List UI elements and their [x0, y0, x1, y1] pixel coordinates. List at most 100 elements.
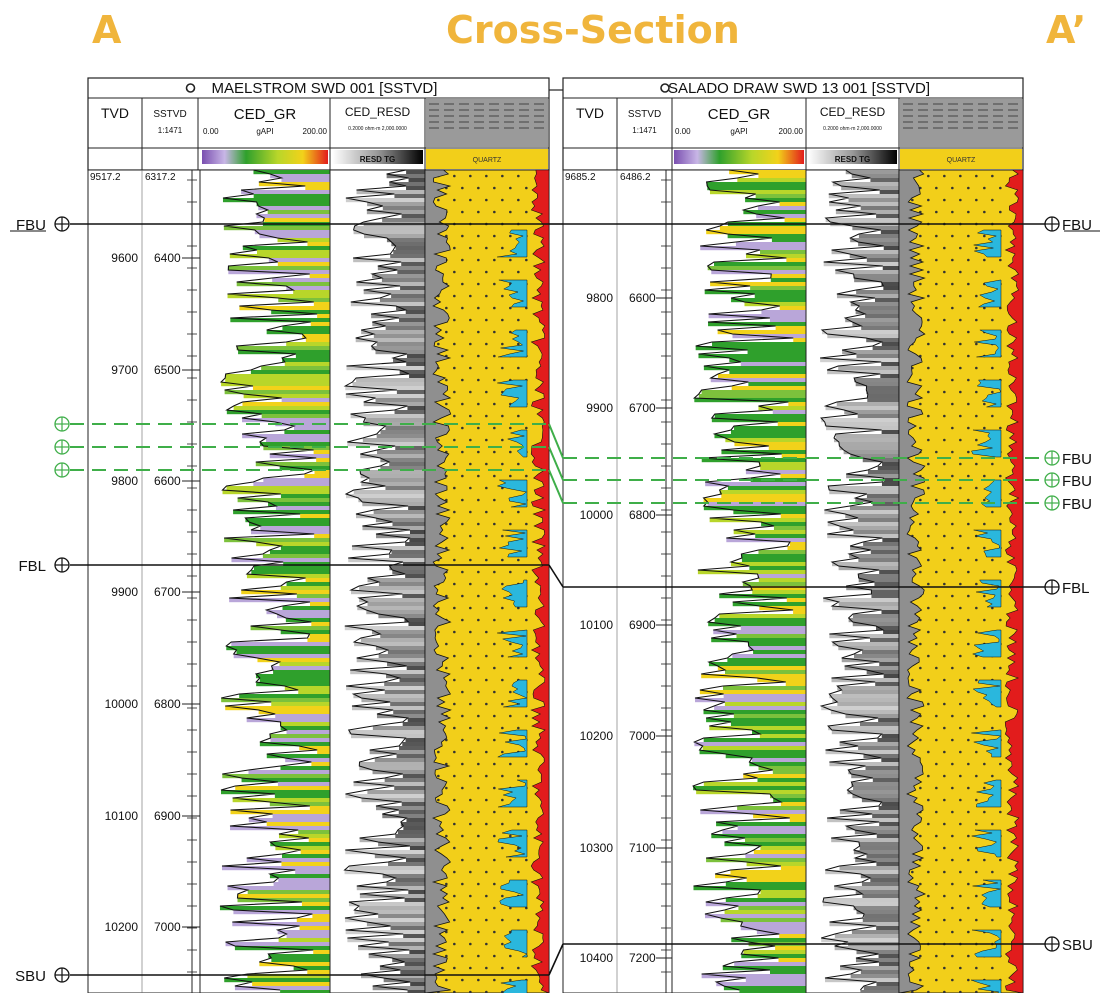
sand-dot — [991, 366, 994, 370]
sand-dot — [493, 930, 496, 934]
gr-band — [305, 578, 330, 583]
gr-band — [314, 534, 330, 539]
resd-fill — [406, 362, 425, 367]
sand-dot — [983, 666, 986, 670]
cyan-fill — [497, 629, 528, 658]
sand-dot — [485, 174, 488, 178]
gr-band — [255, 462, 330, 467]
gr-band — [703, 782, 806, 787]
resd-fill — [362, 502, 425, 507]
sand-dot — [927, 846, 930, 850]
resd-fill — [344, 870, 425, 875]
resd-fill — [371, 346, 425, 351]
sand-dot — [959, 414, 962, 418]
gr-band — [745, 978, 806, 983]
sand-dot — [525, 858, 528, 862]
sand-dot — [517, 606, 520, 610]
gr-color-scale — [674, 150, 804, 164]
resd-fill — [363, 402, 425, 407]
sand-dot — [943, 510, 946, 514]
gr-band — [749, 762, 806, 767]
gr-band — [756, 930, 806, 935]
resd-fill — [858, 746, 899, 751]
sand-dot — [919, 234, 922, 238]
resd-fill — [837, 702, 899, 707]
gr-band — [727, 486, 806, 491]
sand-dot — [927, 294, 930, 298]
cyan-fill — [971, 729, 1002, 758]
sand-dot — [525, 666, 528, 670]
gr-band — [309, 634, 330, 639]
sand-dot — [477, 882, 480, 886]
sand-dot — [485, 918, 488, 922]
sand-dot — [453, 654, 456, 658]
resd-fill — [839, 526, 899, 531]
gr-band — [246, 858, 330, 863]
resd-fill — [824, 510, 899, 515]
sand-dot — [461, 306, 464, 310]
resd-fill — [348, 730, 425, 735]
resd-fill — [390, 926, 425, 931]
sand-dot — [469, 894, 472, 898]
gr-band — [753, 850, 806, 855]
sand-dot — [935, 450, 938, 454]
marker-label-left: FBU — [16, 217, 46, 234]
sand-dot — [509, 330, 512, 334]
sand-dot — [477, 642, 480, 646]
resd-fill — [392, 522, 425, 527]
sand-dot — [485, 990, 488, 993]
gr-band — [699, 690, 806, 695]
sand-dot — [517, 366, 520, 370]
resd-fill — [825, 750, 899, 755]
resd-fill — [346, 366, 425, 371]
resd-fill — [375, 350, 425, 355]
resd-fill — [872, 814, 899, 819]
resd-fill — [838, 366, 899, 371]
sand-dot — [517, 198, 520, 202]
sand-dot — [485, 798, 488, 802]
resd-fill — [821, 706, 899, 711]
sand-dot — [437, 630, 440, 634]
depth-label-tvd: 9900 — [111, 585, 138, 599]
resd-fill — [405, 858, 425, 863]
sand-dot — [469, 750, 472, 754]
sand-dot — [445, 930, 448, 934]
resd-fill — [377, 266, 425, 271]
sand-dot — [959, 342, 962, 346]
gr-band — [733, 714, 806, 719]
sand-dot — [453, 270, 456, 274]
gr-band — [278, 878, 330, 883]
gr-band — [253, 482, 330, 487]
gr-band — [770, 794, 806, 799]
resd-fill — [376, 534, 425, 539]
sand-dot — [975, 966, 978, 970]
gr-band — [266, 610, 330, 615]
resd-fill — [372, 986, 425, 991]
gr-band — [759, 734, 806, 739]
gr-band — [280, 722, 330, 727]
gr-band — [263, 446, 330, 451]
resd-fill — [353, 258, 425, 263]
sand-dot — [991, 726, 994, 730]
depth-track — [562, 169, 673, 993]
gr-band — [268, 258, 330, 263]
gr-band — [703, 738, 806, 743]
sand-dot — [509, 738, 512, 742]
sand-dot — [991, 462, 994, 466]
track-label-tvd: TVD — [576, 105, 604, 121]
resd-fill — [836, 294, 899, 299]
resd-fill — [406, 818, 425, 823]
cyan-fill — [497, 729, 528, 758]
resd-fill — [350, 414, 425, 419]
diagram-title: Cross-Section — [446, 8, 740, 52]
gr-band — [279, 466, 330, 471]
gr-band — [757, 678, 806, 683]
resd-fill — [345, 198, 425, 203]
sand-dot — [951, 618, 954, 622]
resd-fill-label: RESD TG — [835, 155, 871, 164]
gr-band — [219, 906, 330, 911]
sand-dot — [975, 726, 978, 730]
sand-dot — [959, 750, 962, 754]
gr-band — [258, 182, 330, 187]
resd-curve — [819, 169, 885, 991]
